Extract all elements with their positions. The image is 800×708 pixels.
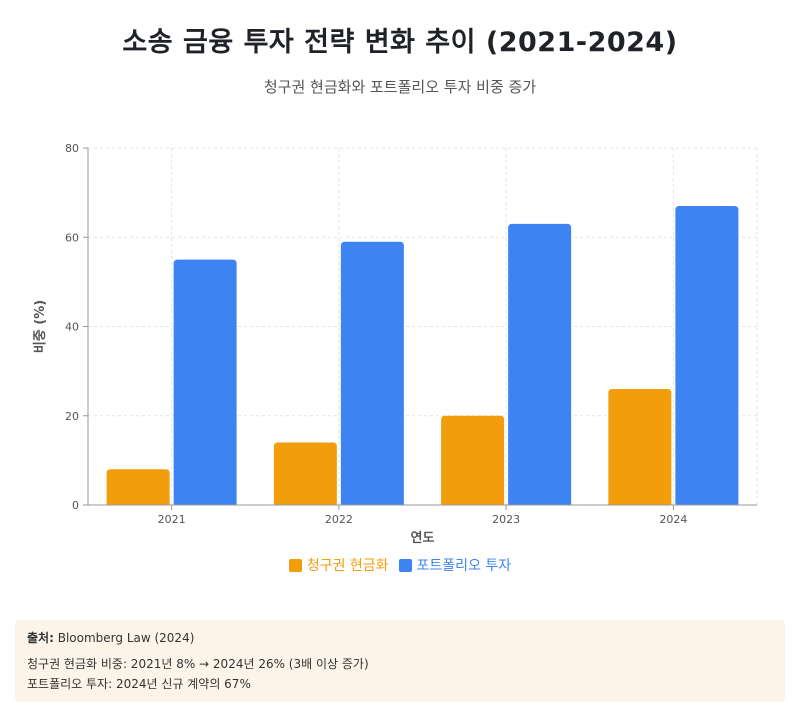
bar-portfolio-2022 xyxy=(340,241,404,505)
chart-legend: 청구권 현금화 포트폴리오 투자 xyxy=(0,555,800,575)
legend-item-cashing[interactable]: 청구권 현금화 xyxy=(288,555,389,575)
source-line: 출처: Bloomberg Law (2024) xyxy=(27,632,773,644)
legend-item-portfolio[interactable]: 포트폴리오 투자 xyxy=(398,555,512,575)
bar-cashing-2023 xyxy=(441,415,505,505)
x-axis-title: 연도 xyxy=(411,531,435,546)
y-tick-label: 0 xyxy=(72,499,79,512)
y-axis-title: 비중 (%) xyxy=(33,300,48,353)
x-tick-label: 2022 xyxy=(325,513,353,526)
bar-chart: 0 20 40 60 80 2021 2022 2023 2024 연도 비중 (%) xyxy=(33,142,758,546)
legend-label-portfolio: 포트폴리오 투자 xyxy=(416,558,512,574)
legend-swatch-portfolio xyxy=(398,558,412,572)
bar-cashing-2021 xyxy=(106,469,170,505)
x-tick-label: 2023 xyxy=(492,513,520,526)
bar-portfolio-2024 xyxy=(675,206,739,505)
x-tick-label: 2024 xyxy=(659,513,687,526)
x-tick-label: 2021 xyxy=(158,513,186,526)
source-note-portfolio: 포트폴리오 투자: 2024년 신규 계약의 67% xyxy=(27,677,251,691)
bar-portfolio-2023 xyxy=(508,223,572,506)
legend-label-cashing: 청구권 현금화 xyxy=(306,558,389,574)
source-label: 출처: xyxy=(27,631,54,645)
y-tick-label: 80 xyxy=(65,142,79,155)
y-tick-label: 20 xyxy=(65,410,79,423)
chart-title: 소송 금융 투자 전략 변화 추이 (2021-2024) xyxy=(122,27,678,58)
legend-swatch-cashing xyxy=(288,558,302,572)
y-tick-label: 60 xyxy=(65,231,79,244)
bar-cashing-2024 xyxy=(608,388,672,505)
bar-portfolio-2021 xyxy=(173,259,237,505)
source-text: Bloomberg Law (2024) xyxy=(57,631,195,645)
source-note-cashing: 청구권 현금화 비중: 2021년 8% → 2024년 26% (3배 이상 … xyxy=(27,657,369,671)
y-tick-label: 40 xyxy=(65,321,79,334)
bar-cashing-2022 xyxy=(273,442,337,505)
source-box: 출처: Bloomberg Law (2024) 청구권 현금화 비중: 202… xyxy=(15,620,785,702)
chart-subtitle: 청구권 현금화와 포트폴리오 투자 비중 증가 xyxy=(263,78,537,96)
